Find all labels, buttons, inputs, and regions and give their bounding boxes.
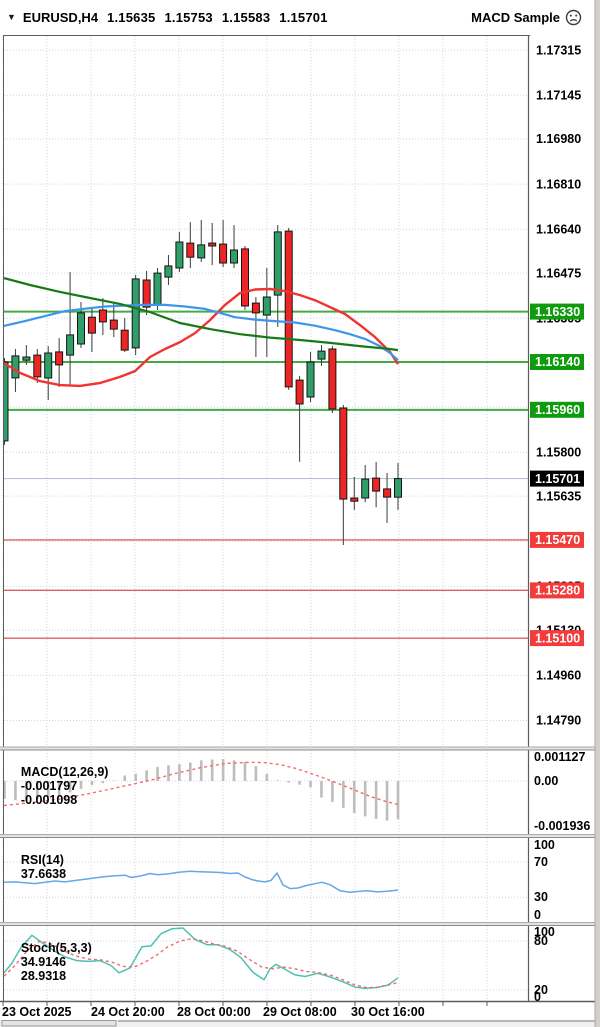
svg-text:1.14960: 1.14960 [536, 669, 581, 683]
chart-header: ▼ EURUSD,H4 1.15635 1.15753 1.15583 1.15… [0, 0, 592, 34]
svg-text:1.15800: 1.15800 [536, 445, 581, 459]
svg-text:1.15280: 1.15280 [535, 584, 580, 598]
svg-text:-0.001936: -0.001936 [534, 819, 590, 833]
main-chart-plot[interactable] [4, 36, 528, 747]
rsi-plot[interactable] [4, 838, 528, 922]
stoch-panel-title: Stoch(5,3,3) 34.9146 28.9318 [7, 927, 98, 997]
svg-text:1.16140: 1.16140 [535, 355, 580, 369]
horizontal-scrollbar [0, 1020, 600, 1027]
price-marker-level_green: 1.15960 [530, 401, 584, 418]
stoch-k-value: 34.9146 [20, 955, 67, 969]
svg-text:1.16810: 1.16810 [536, 177, 581, 191]
macd-main-value: -0.001797 [20, 779, 78, 793]
svg-text:24 Oct 20:00: 24 Oct 20:00 [91, 1005, 165, 1019]
price-marker-level_green: 1.16330 [530, 303, 584, 320]
stoch-k-line [3, 927, 399, 990]
svg-text:1.15100: 1.15100 [535, 631, 580, 645]
price-marker-level_red: 1.15280 [530, 582, 584, 599]
rsi-label: RSI(14) [20, 853, 64, 867]
svg-text:23 Oct 2025: 23 Oct 2025 [2, 1005, 72, 1019]
macd-label: MACD(12,26,9) [20, 765, 109, 779]
svg-text:1.16330: 1.16330 [535, 305, 580, 319]
sr-level-lines[interactable] [4, 310, 528, 639]
svg-text:1.16640: 1.16640 [536, 222, 581, 236]
time-axis[interactable] [0, 1002, 595, 1020]
svg-text:1.14790: 1.14790 [536, 714, 581, 728]
open-value: 1.15635 [107, 9, 156, 25]
macd-histogram [3, 759, 400, 821]
svg-text:100: 100 [534, 838, 555, 852]
svg-text:20: 20 [534, 983, 548, 997]
rsi-value: 37.6638 [20, 867, 67, 881]
svg-text:29 Oct 08:00: 29 Oct 08:00 [263, 1005, 337, 1019]
right-window-strip [594, 0, 600, 1027]
svg-text:1.15960: 1.15960 [535, 403, 580, 417]
sad-face-icon [565, 9, 582, 25]
ma-green-long [4, 277, 399, 352]
svg-text:100: 100 [534, 925, 555, 939]
svg-text:0.001127: 0.001127 [534, 750, 585, 764]
macd-signal-line [3, 761, 399, 807]
macd-panel-title: MACD(12,26,9) -0.001797 -0.001098 [7, 751, 114, 821]
svg-text:1.15701: 1.15701 [535, 472, 580, 486]
svg-text:1.16980: 1.16980 [536, 132, 581, 146]
svg-text:0.00: 0.00 [534, 774, 558, 788]
svg-text:30 Oct 16:00: 30 Oct 16:00 [351, 1005, 425, 1019]
price-marker-level_red: 1.15470 [530, 531, 584, 548]
svg-text:1.16475: 1.16475 [536, 266, 581, 280]
price-marker-level_green: 1.16140 [530, 354, 584, 370]
time-axis-labels: 23 Oct 2025 24 Oct 20:00 28 Oct 00:00 29 Oc… [2, 1002, 488, 1019]
svg-text:1.17145: 1.17145 [536, 88, 581, 102]
svg-text:0: 0 [534, 990, 541, 1004]
close-value: 1.15701 [279, 9, 328, 25]
price-marker-bid: 1.15701 [530, 470, 584, 487]
rsi-line [3, 870, 399, 894]
price-marker-level_red: 1.15100 [530, 630, 584, 647]
grid-layer [2, 36, 528, 1001]
candles-layer [4, 219, 402, 545]
stoch-label: Stoch(5,3,3) [20, 941, 92, 955]
expert-advisor-label[interactable]: MACD Sample [471, 9, 582, 26]
h-scrollbar-thumb[interactable] [1, 1020, 117, 1027]
svg-text:30: 30 [534, 890, 548, 904]
macd-signal-value: -0.001098 [20, 793, 78, 807]
rsi-panel-title: RSI(14) 37.6638 [7, 839, 72, 895]
ea-name: MACD Sample [471, 9, 560, 25]
stoch-d-value: 28.9318 [20, 969, 67, 983]
stoch-d-line [3, 937, 399, 989]
svg-text:0: 0 [534, 908, 541, 922]
svg-text:80: 80 [534, 934, 548, 948]
symbol-dropdown-icon[interactable]: ▼ [7, 12, 16, 22]
svg-text:70: 70 [534, 855, 548, 869]
price-marker-boxes: 1.16330 1.16140 1.15960 1.15701 1.15470 1.152… [530, 303, 584, 647]
ma-blue-mid [4, 303, 399, 362]
svg-text:1.17315: 1.17315 [536, 43, 581, 57]
svg-text:1.15635: 1.15635 [536, 489, 581, 503]
high-value: 1.15753 [164, 9, 213, 25]
svg-text:1.15470: 1.15470 [535, 533, 580, 547]
panel-frames [0, 35, 600, 1003]
price-axis[interactable] [529, 36, 595, 1001]
symbol-period-label: EURUSD,H4 [22, 9, 99, 25]
low-value: 1.15583 [221, 9, 271, 25]
svg-text:28 Oct 00:00: 28 Oct 00:00 [177, 1005, 251, 1019]
